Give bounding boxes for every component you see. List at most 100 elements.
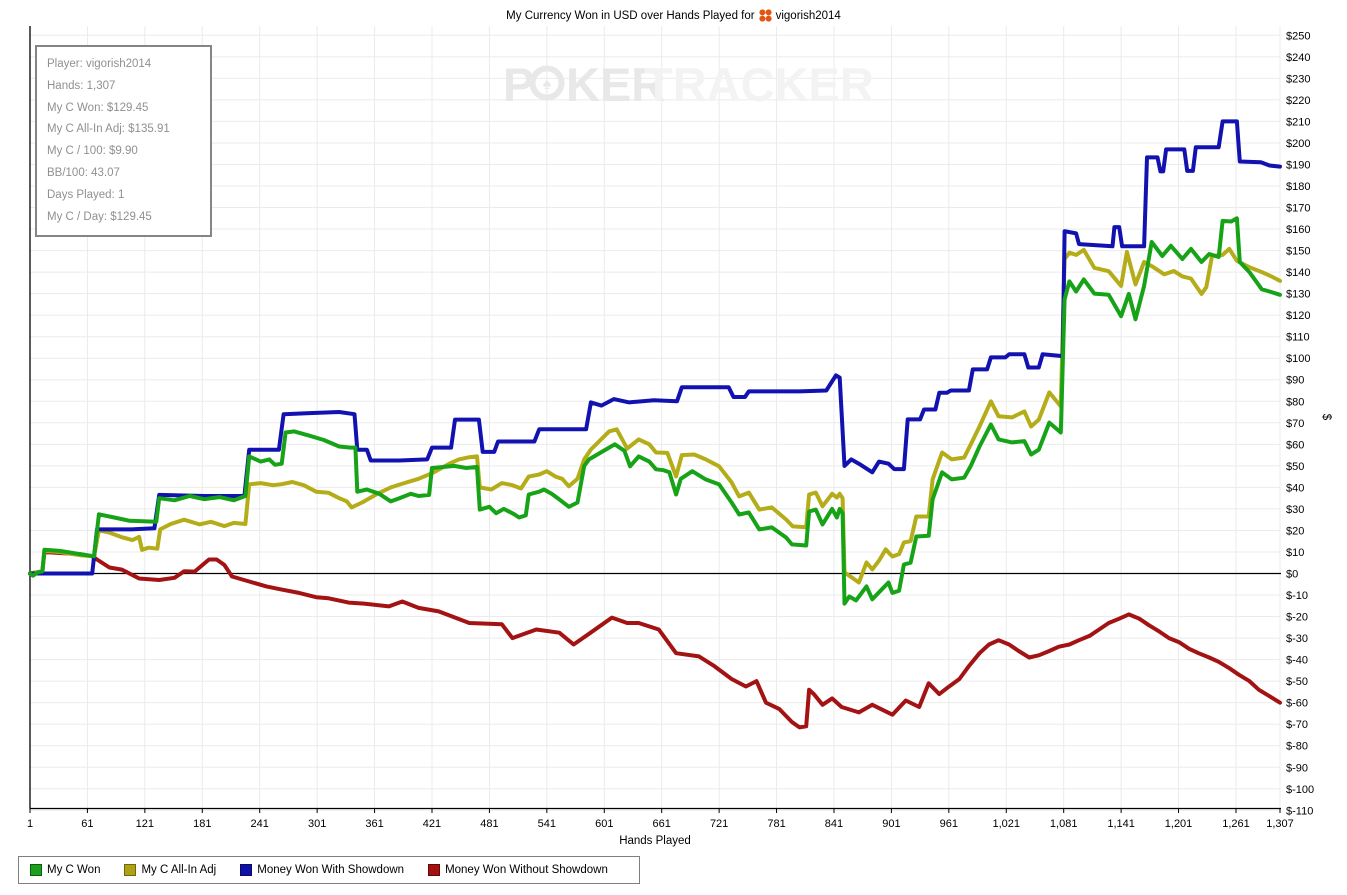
- y-tick-label: $220: [1286, 95, 1310, 107]
- legend-label: My C All-In Adj: [141, 864, 217, 876]
- x-axis-title: Hands Played: [619, 835, 691, 847]
- y-tick-label: $-90: [1286, 762, 1308, 774]
- watermark-chip-icon: [529, 65, 565, 101]
- y-tick-label: $170: [1286, 203, 1310, 215]
- info-hands: Hands: 1,307: [47, 79, 116, 92]
- y-tick-label: $-60: [1286, 698, 1308, 710]
- x-tick-label: 1,021: [992, 818, 1020, 830]
- watermark-spade-icon: ♠: [543, 76, 552, 93]
- y-tick-label: $-100: [1286, 784, 1314, 796]
- legend-item-money-won-with-showdown[interactable]: Money Won With Showdown: [240, 864, 404, 876]
- y-tick-label: $-20: [1286, 612, 1308, 624]
- y-tick-label: $240: [1286, 52, 1310, 64]
- info-bb-per-100: BB/100: 43.07: [47, 166, 120, 179]
- y-tick-label: $30: [1286, 504, 1304, 516]
- y-tick-label: $190: [1286, 159, 1310, 171]
- x-tick-label: 1: [27, 818, 33, 830]
- y-tick-label: $100: [1286, 353, 1310, 365]
- x-tick-label: 1,201: [1165, 818, 1193, 830]
- series-line-money-won-with-showdown: [28, 119, 1282, 576]
- x-tick-label: 481: [480, 818, 498, 830]
- stats-info-box: Player: vigorish2014 Hands: 1,307 My C W…: [35, 45, 212, 238]
- x-tick-label: 1,261: [1222, 818, 1250, 830]
- y-tick-label: $-70: [1286, 719, 1308, 731]
- y-tick-label: $-10: [1286, 590, 1308, 602]
- x-tick-label: 61: [81, 818, 93, 830]
- x-tick-label: 1,141: [1107, 818, 1135, 830]
- watermark-poker-p: P: [503, 58, 534, 111]
- legend-item-my-c-won[interactable]: My C Won: [30, 864, 100, 876]
- x-tick-label: 961: [940, 818, 958, 830]
- y-tick-label: $-30: [1286, 633, 1308, 645]
- info-my-c-all-in-adj: My C All-In Adj: $135.91: [47, 123, 170, 136]
- legend-label: Money Won Without Showdown: [445, 864, 608, 876]
- clover-icon: [758, 9, 772, 22]
- legend-label: Money Won With Showdown: [257, 864, 405, 876]
- y-tick-label: $-80: [1286, 741, 1308, 753]
- chart-title-player: vigorish2014: [775, 9, 841, 22]
- series-line-my-c-all-in-adj: [28, 246, 1282, 585]
- y-tick-label: $130: [1286, 289, 1310, 301]
- x-tick-label: 241: [251, 818, 269, 830]
- legend-item-money-won-without-showdown[interactable]: Money Won Without Showdown: [428, 864, 608, 876]
- info-my-c-per-100: My C / 100: $9.90: [47, 145, 138, 158]
- y-tick-label: $180: [1286, 181, 1310, 193]
- y-tick-label: $10: [1286, 547, 1304, 559]
- x-tick-label: 781: [767, 818, 785, 830]
- x-tick-label: 121: [136, 818, 154, 830]
- info-player: Player: vigorish2014: [47, 58, 152, 70]
- watermark-poker-ker: KER: [566, 58, 665, 111]
- x-tick-label: 301: [308, 818, 326, 830]
- y-tick-label: $60: [1286, 439, 1304, 451]
- legend: My C Won My C All-In Adj Money Won With …: [18, 856, 640, 884]
- y-tick-label: $0: [1286, 569, 1298, 581]
- pokertracker-logo-icon: [758, 9, 772, 22]
- x-tick-label: 601: [595, 818, 613, 830]
- y-tick-label: $120: [1286, 310, 1310, 322]
- x-tick-label: 721: [710, 818, 728, 830]
- y-tick-label: $150: [1286, 246, 1310, 258]
- x-tick-label: 181: [193, 818, 211, 830]
- y-tick-label: $-110: [1286, 805, 1313, 817]
- y-tick-label: $140: [1286, 267, 1310, 279]
- y-tick-label: $70: [1286, 418, 1304, 430]
- chart-title-text: My Currency Won in USD over Hands Played…: [506, 9, 755, 22]
- legend-swatch-yellow: [124, 864, 137, 876]
- y-tick-label: $40: [1286, 482, 1304, 494]
- y-tick-label: $160: [1286, 224, 1310, 236]
- watermark-tracker: TRACKER: [644, 58, 874, 111]
- y-tick-label: $230: [1286, 73, 1310, 85]
- x-tick-label: 1,307: [1266, 818, 1294, 830]
- x-tick-label: 901: [882, 818, 900, 830]
- legend-label: My C Won: [47, 864, 101, 876]
- x-tick-label: 1,081: [1050, 818, 1078, 830]
- legend-item-my-c-all-in-adj[interactable]: My C All-In Adj: [124, 864, 216, 876]
- y-tick-label: $80: [1286, 396, 1304, 408]
- info-days-played: Days Played: 1: [47, 188, 125, 201]
- series-line-money-won-without-showdown: [28, 550, 1282, 730]
- series-line-my-c-won: [28, 216, 1282, 606]
- y-tick-label: $90: [1286, 375, 1304, 387]
- legend-swatch-blue: [240, 864, 253, 876]
- x-tick-label: 841: [825, 818, 843, 830]
- y-tick-label: $210: [1286, 116, 1310, 128]
- info-my-c-per-day: My C / Day: $129.45: [47, 210, 152, 223]
- legend-swatch-red: [428, 864, 441, 876]
- x-tick-label: 661: [653, 818, 671, 830]
- y-axis-title: $: [1320, 414, 1332, 421]
- y-tick-label: $-50: [1286, 676, 1308, 688]
- x-tick-label: 361: [365, 818, 383, 830]
- x-tick-label: 421: [423, 818, 441, 830]
- y-tick-label: $20: [1286, 525, 1304, 537]
- y-tick-label: $50: [1286, 461, 1304, 473]
- y-tick-label: $-40: [1286, 655, 1308, 667]
- legend-swatch-green: [30, 864, 42, 876]
- chart-title: My Currency Won in USD over Hands Played…: [0, 9, 1347, 22]
- y-tick-label: $250: [1286, 30, 1310, 42]
- info-my-c-won: My C Won: $129.45: [47, 101, 149, 114]
- y-tick-label: $200: [1286, 138, 1310, 150]
- y-tick-label: $110: [1286, 332, 1310, 344]
- x-tick-label: 541: [538, 818, 556, 830]
